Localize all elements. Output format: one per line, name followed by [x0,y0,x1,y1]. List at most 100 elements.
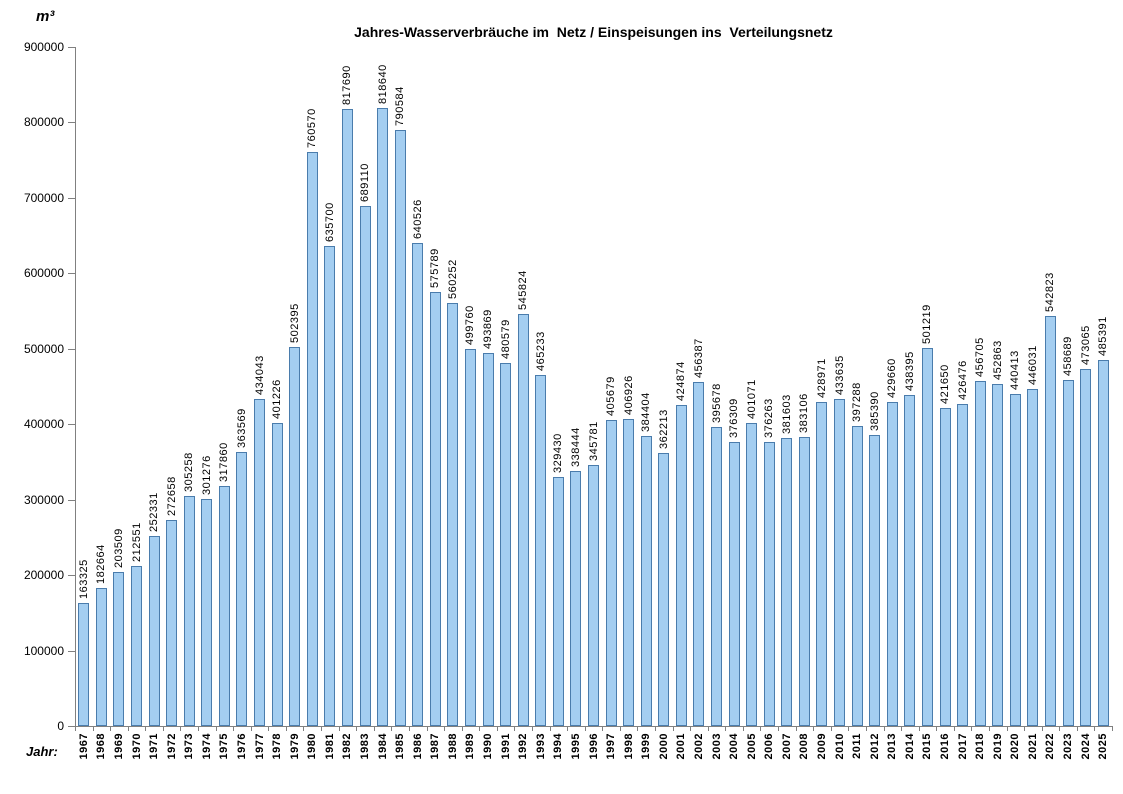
bar [307,152,318,726]
bar-value-label: 542823 [1044,272,1056,312]
y-axis-unit-label: m³ [36,8,55,25]
bar-value-label: 329430 [552,433,564,473]
x-year-label: 1970 [131,733,143,760]
bar-value-label: 383106 [798,393,810,433]
bar [1010,394,1021,726]
bar-value-label: 397288 [851,382,863,422]
x-year-label: 2001 [675,733,687,760]
bar [166,520,177,726]
x-axis-tick [427,727,428,731]
bar [1080,369,1091,726]
bar [254,399,265,726]
x-year-label: 2002 [693,733,705,760]
bar-value-label: 465233 [535,331,547,371]
x-axis-tick [866,727,867,731]
x-year-label: 2025 [1097,733,1109,760]
x-year-label: 2015 [921,733,933,760]
bar [746,423,757,726]
x-year-label: 1975 [218,733,230,760]
x-year-label: 1989 [464,733,476,760]
x-axis-tick [163,727,164,731]
x-axis-tick [251,727,252,731]
x-year-label: 2004 [728,733,740,760]
bar [781,438,792,726]
bar-value-label: 182664 [95,544,107,584]
bar [922,348,933,726]
x-year-label: 1988 [447,733,459,760]
bar [219,486,230,726]
bar [676,405,687,726]
y-tick-label: 100000 [23,644,64,658]
bar-value-label: 421650 [939,364,951,404]
x-axis-tick [637,727,638,731]
bar [957,404,968,726]
x-year-label: 1995 [570,733,582,760]
x-axis-tick [110,727,111,731]
x-axis-tick [93,727,94,731]
x-year-label: 1980 [306,733,318,760]
bar-value-label: 212551 [131,522,143,562]
x-axis-tick [145,727,146,731]
bar-value-label: 345781 [588,421,600,461]
bar-value-label: 790584 [394,86,406,126]
bar-value-label: 272658 [166,476,178,516]
bar [1027,389,1038,726]
x-year-label: 1997 [605,733,617,760]
x-axis-tick [743,727,744,731]
bar [96,588,107,726]
x-axis-tick [180,727,181,731]
bar [887,402,898,726]
x-axis-tick [286,727,287,731]
bar [342,109,353,726]
x-axis-tick [919,727,920,731]
x-axis-tick [831,727,832,731]
x-year-label: 1998 [623,733,635,760]
x-year-label: 2006 [763,733,775,760]
bar-value-label: 689110 [359,163,371,202]
x-year-label: 2014 [904,733,916,760]
x-year-label: 2003 [711,733,723,760]
bar-value-label: 818640 [377,64,389,104]
y-axis-tick [68,47,75,48]
bar-value-label: 381603 [781,394,793,434]
bar [1063,380,1074,726]
bar-value-label: 426476 [957,360,969,400]
x-year-label: 2020 [1009,733,1021,760]
x-axis-tick [532,727,533,731]
x-axis-tick [796,727,797,731]
x-axis-tick [497,727,498,731]
x-axis-tick [813,727,814,731]
bar-value-label: 433635 [834,355,846,395]
bar [518,314,529,726]
x-axis-tick [462,727,463,731]
bar-value-label: 440413 [1009,350,1021,390]
x-year-label: 1983 [359,733,371,760]
bar-value-label: 456387 [693,338,705,378]
bar-value-label: 424874 [675,361,687,401]
bar [113,572,124,726]
x-year-label: 1991 [500,733,512,760]
bar [289,347,300,726]
y-axis-tick [68,500,75,501]
x-axis-tick [708,727,709,731]
bar [852,426,863,726]
x-axis-tick [268,727,269,731]
x-axis-tick [128,727,129,731]
x-axis-tick [725,727,726,731]
plot-area [75,47,1113,727]
bar [904,395,915,726]
x-axis-tick [198,727,199,731]
bar [447,303,458,726]
bar [1045,316,1056,726]
x-year-label: 2008 [798,733,810,760]
bar-value-label: 817690 [341,65,353,105]
x-year-label: 1967 [78,733,90,760]
bar-value-label: 376263 [763,398,775,438]
bar-value-label: 480579 [500,319,512,359]
bar [360,206,371,726]
bar-value-label: 305258 [183,452,195,492]
x-axis-tick [444,727,445,731]
x-year-label: 1981 [324,733,336,760]
x-axis-tick [356,727,357,731]
